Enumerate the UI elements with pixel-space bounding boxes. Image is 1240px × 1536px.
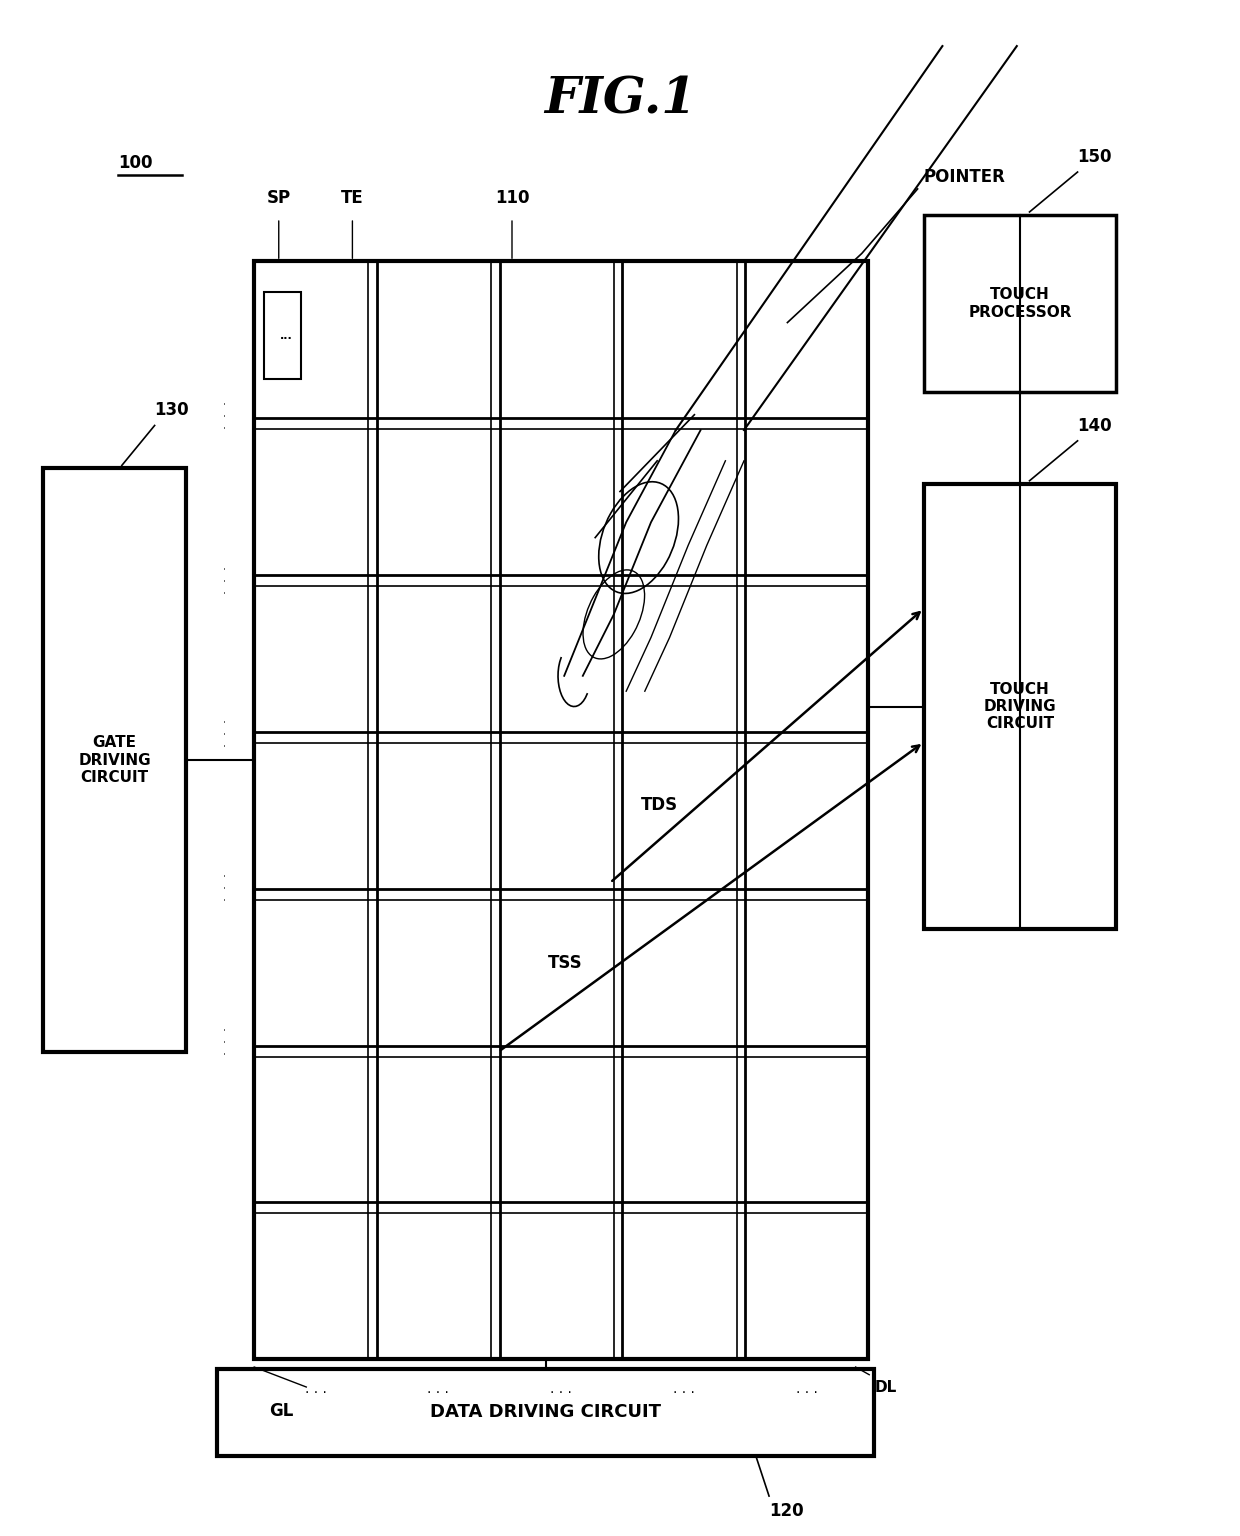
Text: · · ·: · · · [428, 1385, 449, 1401]
Text: DATA DRIVING CIRCUIT: DATA DRIVING CIRCUIT [430, 1404, 661, 1421]
Text: 100: 100 [118, 154, 153, 172]
Text: 110: 110 [495, 189, 529, 207]
Text: POINTER: POINTER [924, 167, 1006, 186]
Text: · · ·: · · · [673, 1385, 694, 1401]
Text: ·  ·  ·: · · · [221, 719, 233, 748]
Bar [924, 215, 1116, 392]
Text: 140: 140 [1078, 416, 1112, 435]
Text: TSS: TSS [548, 954, 583, 972]
Text: TOUCH
PROCESSOR: TOUCH PROCESSOR [968, 287, 1071, 319]
Text: 120: 120 [769, 1502, 804, 1521]
Bar [217, 1369, 874, 1456]
Bar [264, 292, 301, 379]
Text: ...: ... [280, 330, 293, 341]
Text: GL: GL [269, 1402, 294, 1421]
Text: GATE
DRIVING
CIRCUIT: GATE DRIVING CIRCUIT [78, 736, 151, 785]
Text: ·  ·  ·: · · · [221, 565, 233, 593]
Text: ·  ·  ·: · · · [221, 872, 233, 902]
Text: 150: 150 [1078, 147, 1112, 166]
Text: DL: DL [874, 1379, 897, 1395]
Text: ·  ·  ·: · · · [221, 1028, 233, 1055]
Text: TE: TE [341, 189, 363, 207]
Text: SP: SP [267, 189, 291, 207]
Text: TOUCH
DRIVING
CIRCUIT: TOUCH DRIVING CIRCUIT [983, 682, 1056, 731]
Text: FIG.1: FIG.1 [544, 75, 696, 124]
Text: ·  ·  ·: · · · [221, 401, 233, 429]
Bar [254, 261, 868, 1359]
Text: · · ·: · · · [796, 1385, 817, 1401]
Bar [924, 484, 1116, 929]
Text: · · ·: · · · [551, 1385, 572, 1401]
Text: · · ·: · · · [305, 1385, 326, 1401]
Bar [43, 468, 186, 1052]
Text: TDS: TDS [641, 796, 678, 814]
Text: 130: 130 [155, 401, 190, 419]
